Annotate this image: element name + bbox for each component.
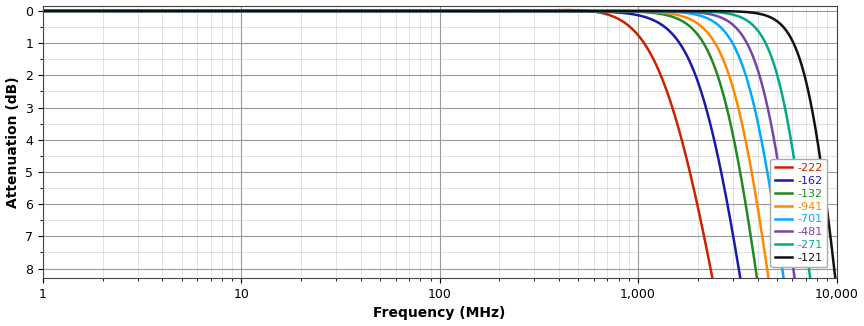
-222	[128, 9, 138, 13]
-481	[128, 9, 138, 13]
-222	[175, 9, 186, 13]
Line: -271: -271	[43, 11, 836, 326]
-222	[38, 9, 48, 13]
-132	[377, 9, 387, 13]
-121	[377, 9, 387, 13]
-132	[175, 9, 186, 13]
-701	[139, 9, 149, 13]
-941	[128, 9, 138, 13]
-941	[730, 95, 740, 98]
-271	[38, 9, 48, 13]
Legend: -222, -162, -132, -941, -701, -481, -271, -121: -222, -162, -132, -941, -701, -481, -271…	[771, 159, 827, 267]
-701	[342, 9, 353, 13]
-132	[128, 9, 138, 13]
-132	[38, 9, 48, 13]
-481	[175, 9, 186, 13]
-121	[38, 9, 48, 13]
Line: -481: -481	[43, 11, 836, 326]
-701	[175, 9, 186, 13]
-481	[730, 25, 740, 29]
-121	[342, 9, 353, 13]
-121	[816, 161, 826, 165]
-121	[831, 287, 842, 291]
-271	[175, 9, 186, 13]
-271	[342, 9, 353, 13]
-132	[342, 9, 353, 13]
-162	[377, 9, 387, 13]
Line: -701: -701	[43, 11, 836, 326]
-132	[730, 145, 740, 149]
-701	[377, 9, 387, 13]
-121	[730, 9, 740, 13]
-701	[38, 9, 48, 13]
-941	[377, 9, 387, 13]
-941	[175, 9, 186, 13]
-222	[342, 9, 353, 13]
-162	[730, 247, 740, 251]
Line: -941: -941	[43, 11, 836, 326]
-222	[558, 8, 569, 12]
-701	[730, 47, 740, 51]
-162	[342, 9, 353, 13]
Line: -222: -222	[43, 10, 836, 326]
-162	[38, 9, 48, 13]
-481	[342, 9, 353, 13]
-121	[128, 9, 138, 13]
-481	[38, 9, 48, 13]
-481	[377, 9, 387, 13]
-271	[128, 9, 138, 13]
-121	[175, 9, 186, 13]
Line: -162: -162	[43, 11, 836, 326]
-941	[38, 9, 48, 13]
-271	[730, 13, 740, 17]
X-axis label: Frequency (MHz): Frequency (MHz)	[373, 306, 505, 320]
-162	[128, 9, 138, 13]
-941	[342, 9, 353, 13]
-701	[128, 9, 138, 13]
Y-axis label: Attenuation (dB): Attenuation (dB)	[5, 76, 20, 208]
-271	[377, 9, 387, 13]
Line: -132: -132	[43, 11, 836, 326]
-222	[377, 9, 387, 13]
Line: -121: -121	[43, 11, 836, 289]
-162	[175, 9, 186, 13]
